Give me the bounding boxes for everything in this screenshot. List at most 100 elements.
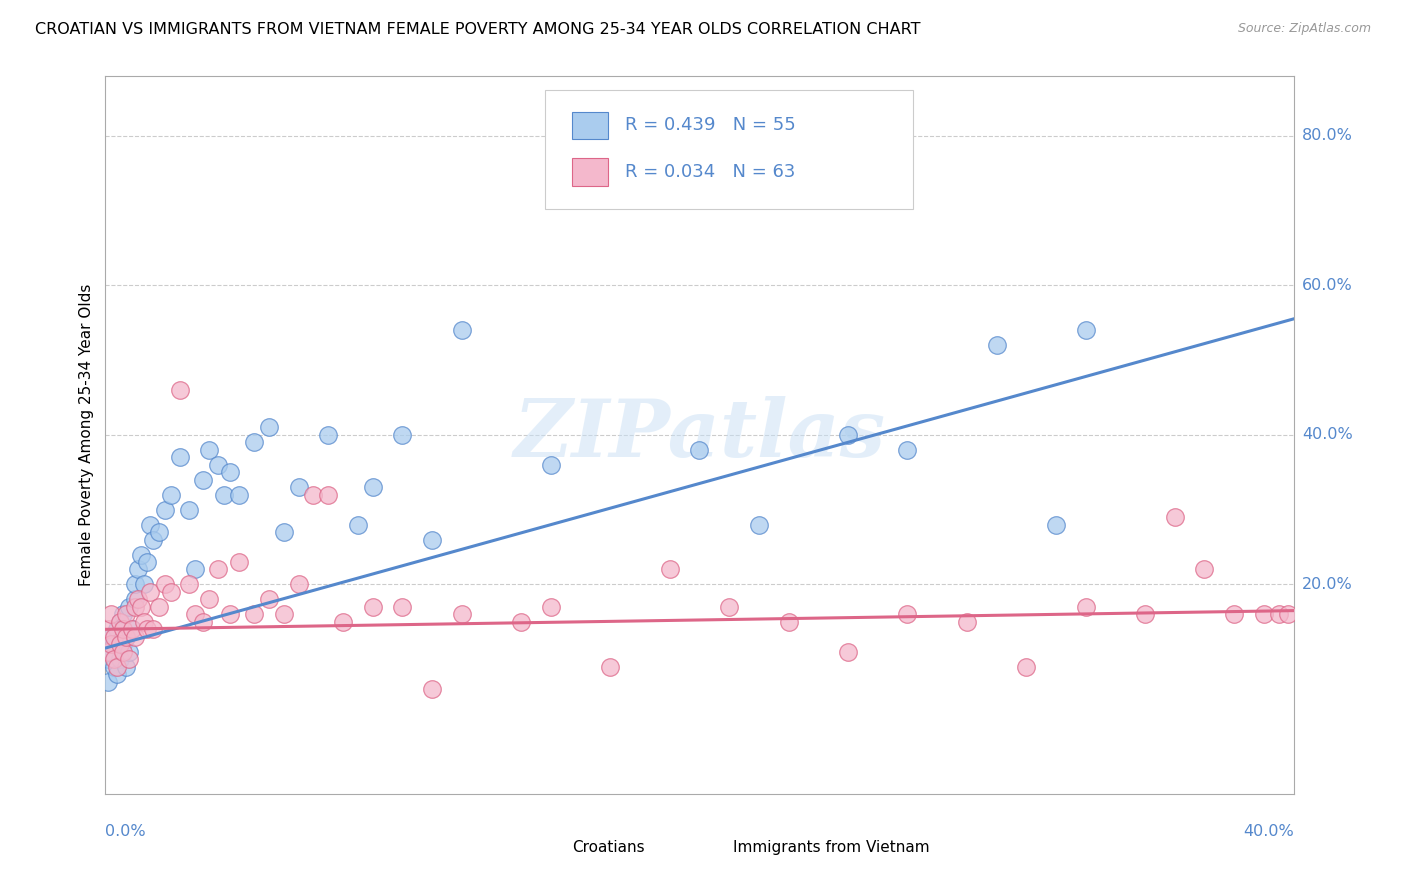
- Point: [153, 502, 176, 516]
- Point: [1277, 607, 1299, 622]
- Point: [207, 562, 229, 576]
- Point: [103, 630, 125, 644]
- Text: Croatians: Croatians: [572, 839, 645, 855]
- Point: [1133, 607, 1156, 622]
- Point: [105, 667, 128, 681]
- Point: [450, 323, 472, 337]
- FancyBboxPatch shape: [572, 112, 607, 139]
- Point: [540, 458, 562, 472]
- Point: [257, 420, 280, 434]
- Point: [257, 592, 280, 607]
- Point: [110, 652, 132, 666]
- Point: [110, 637, 132, 651]
- FancyBboxPatch shape: [533, 836, 561, 858]
- Point: [124, 630, 146, 644]
- Point: [127, 562, 149, 576]
- Point: [100, 607, 122, 622]
- Point: [837, 427, 859, 442]
- FancyBboxPatch shape: [546, 90, 914, 209]
- Point: [142, 623, 165, 637]
- Point: [316, 488, 339, 502]
- Point: [1015, 659, 1038, 673]
- Point: [110, 615, 132, 629]
- Point: [177, 502, 200, 516]
- Point: [110, 615, 132, 629]
- Point: [100, 630, 122, 644]
- Point: [316, 427, 339, 442]
- Point: [956, 615, 979, 629]
- Point: [332, 615, 354, 629]
- Point: [97, 652, 120, 666]
- Point: [214, 488, 236, 502]
- Point: [228, 555, 250, 569]
- Point: [118, 652, 141, 666]
- Point: [748, 517, 770, 532]
- Point: [837, 645, 859, 659]
- Text: 20.0%: 20.0%: [1302, 577, 1353, 592]
- Point: [198, 442, 221, 457]
- Point: [540, 599, 562, 614]
- Point: [159, 585, 181, 599]
- Point: [986, 338, 1008, 352]
- Point: [148, 525, 170, 540]
- FancyBboxPatch shape: [693, 836, 723, 858]
- Point: [228, 488, 250, 502]
- Point: [391, 599, 413, 614]
- Point: [273, 525, 295, 540]
- Point: [896, 442, 918, 457]
- Point: [129, 599, 152, 614]
- Point: [658, 562, 681, 576]
- Y-axis label: Female Poverty Among 25-34 Year Olds: Female Poverty Among 25-34 Year Olds: [79, 284, 94, 586]
- Point: [219, 607, 242, 622]
- Point: [243, 607, 266, 622]
- Point: [420, 533, 443, 547]
- Point: [193, 615, 215, 629]
- Text: 0.0%: 0.0%: [105, 824, 146, 839]
- FancyBboxPatch shape: [572, 159, 607, 186]
- Point: [778, 615, 800, 629]
- Point: [115, 607, 138, 622]
- Point: [115, 630, 138, 644]
- Point: [118, 599, 141, 614]
- Point: [718, 599, 741, 614]
- Point: [124, 577, 146, 591]
- Text: 40.0%: 40.0%: [1243, 824, 1294, 839]
- Point: [193, 473, 215, 487]
- Point: [896, 607, 918, 622]
- Point: [159, 488, 181, 502]
- Point: [361, 599, 384, 614]
- Point: [1267, 607, 1289, 622]
- Point: [273, 607, 295, 622]
- Point: [1164, 510, 1187, 524]
- Point: [219, 465, 242, 479]
- Point: [97, 645, 120, 659]
- Point: [177, 577, 200, 591]
- Point: [450, 607, 472, 622]
- Point: [510, 615, 533, 629]
- Point: [100, 645, 122, 659]
- Point: [148, 599, 170, 614]
- Point: [121, 623, 143, 637]
- Point: [287, 480, 309, 494]
- Point: [391, 427, 413, 442]
- Point: [1253, 607, 1275, 622]
- Point: [207, 458, 229, 472]
- Point: [689, 442, 711, 457]
- Point: [302, 488, 325, 502]
- Point: [112, 607, 135, 622]
- Point: [124, 599, 146, 614]
- Point: [97, 623, 120, 637]
- Text: 80.0%: 80.0%: [1302, 128, 1353, 143]
- Point: [121, 623, 143, 637]
- Point: [1223, 607, 1246, 622]
- Point: [287, 577, 309, 591]
- Point: [169, 450, 191, 465]
- Point: [139, 585, 162, 599]
- Point: [1074, 599, 1097, 614]
- Point: [169, 383, 191, 397]
- Point: [103, 659, 125, 673]
- Text: R = 0.439   N = 55: R = 0.439 N = 55: [624, 116, 796, 135]
- Point: [115, 630, 138, 644]
- Point: [132, 577, 155, 591]
- Point: [1194, 562, 1216, 576]
